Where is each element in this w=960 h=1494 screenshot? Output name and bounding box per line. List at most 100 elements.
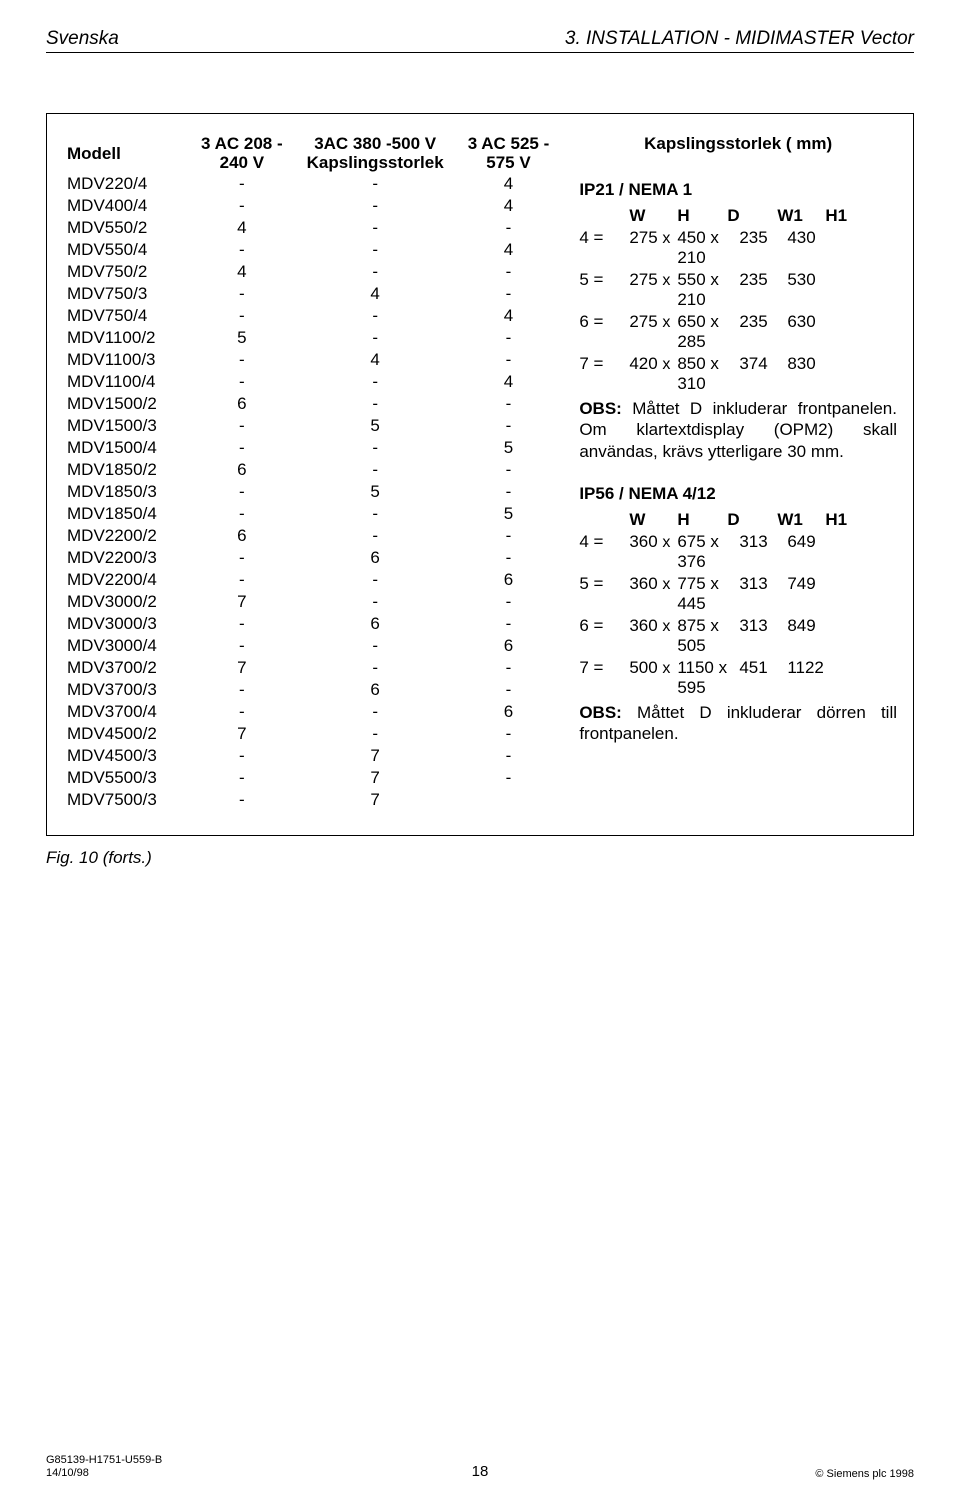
dim-row: 7 =500 x1150 x 5954511122 [579, 658, 897, 698]
cell-c: 4 [448, 195, 570, 217]
cell-a: - [181, 173, 303, 195]
cell-b: - [303, 305, 448, 327]
header-left: Svenska [46, 28, 119, 50]
cell-b: - [303, 217, 448, 239]
cell-c: 6 [448, 635, 570, 657]
cell-model: MDV3700/2 [63, 657, 181, 679]
cell-a: - [181, 195, 303, 217]
cell-c: - [448, 723, 570, 745]
cell-c: 4 [448, 305, 570, 327]
table-row: MDV1850/4--5 [63, 503, 569, 525]
cell-b: - [303, 393, 448, 415]
table-row: MDV750/24-- [63, 261, 569, 283]
cell-b: - [303, 525, 448, 547]
cell-model: MDV4500/3 [63, 745, 181, 767]
cell-model: MDV1850/4 [63, 503, 181, 525]
cell-c: - [448, 349, 570, 371]
cell-a: 7 [181, 723, 303, 745]
footer-copyright: © Siemens plc 1998 [815, 1468, 914, 1480]
cell-a: - [181, 679, 303, 701]
cell-b: - [303, 459, 448, 481]
th-col2: 3 AC 208 - 240 V [181, 134, 303, 173]
model-table: Modell 3 AC 208 - 240 V 3AC 380 -500 V K… [63, 134, 569, 811]
cell-model: MDV1850/2 [63, 459, 181, 481]
table-row: MDV2200/3-6- [63, 547, 569, 569]
cell-a: - [181, 415, 303, 437]
cell-b: - [303, 701, 448, 723]
cell-model: MDV3000/4 [63, 635, 181, 657]
table-row: MDV1100/3-4- [63, 349, 569, 371]
cell-model: MDV550/4 [63, 239, 181, 261]
cell-b: - [303, 569, 448, 591]
table-row: MDV3700/3-6- [63, 679, 569, 701]
content-box: Modell 3 AC 208 - 240 V 3AC 380 -500 V K… [46, 113, 914, 836]
cell-b: - [303, 591, 448, 613]
table-row: MDV3000/27-- [63, 591, 569, 613]
table-row: MDV1850/3-5- [63, 481, 569, 503]
table-row: MDV1100/4--4 [63, 371, 569, 393]
ip56-obs: OBS: Måttet D inkluderar dörren till fro… [579, 702, 897, 745]
ip21-obs: OBS: Måttet D inkluderar frontpanelen. O… [579, 398, 897, 462]
cell-c: - [448, 525, 570, 547]
dim-row: 5 =360 x775 x 445313749 [579, 574, 897, 614]
cell-c: - [448, 547, 570, 569]
dim-row: 6 =275 x650 x 285235630 [579, 312, 897, 352]
footer-doc-id: G85139-H1751-U559-B [46, 1454, 162, 1467]
cell-a: - [181, 283, 303, 305]
cell-a: - [181, 569, 303, 591]
cell-model: MDV5500/3 [63, 767, 181, 789]
cell-b: 7 [303, 745, 448, 767]
cell-model: MDV3700/4 [63, 701, 181, 723]
cell-b: 7 [303, 789, 448, 811]
th-col3: 3AC 380 -500 V Kapslingsstorlek [303, 134, 448, 173]
cell-model: MDV2200/3 [63, 547, 181, 569]
footer-date: 14/10/98 [46, 1467, 162, 1480]
dimensions-panel: Kapslingsstorlek ( mm) IP21 / NEMA 1 W H… [569, 134, 897, 744]
cell-model: MDV7500/3 [63, 789, 181, 811]
dimensions-title: Kapslingsstorlek ( mm) [579, 134, 897, 154]
cell-model: MDV750/4 [63, 305, 181, 327]
header-right: 3. INSTALLATION - MIDIMASTER Vector [565, 28, 914, 50]
cell-model: MDV2200/4 [63, 569, 181, 591]
cell-a: - [181, 239, 303, 261]
cell-model: MDV1100/3 [63, 349, 181, 371]
cell-c: - [448, 745, 570, 767]
dim-row: 7 =420 x850 x 310374830 [579, 354, 897, 394]
cell-b: - [303, 635, 448, 657]
table-row: MDV4500/3-7- [63, 745, 569, 767]
cell-c: 6 [448, 569, 570, 591]
cell-c: - [448, 217, 570, 239]
cell-model: MDV2200/2 [63, 525, 181, 547]
cell-model: MDV3000/3 [63, 613, 181, 635]
cell-b: 6 [303, 679, 448, 701]
table-row: MDV7500/3-7 [63, 789, 569, 811]
cell-c: 5 [448, 503, 570, 525]
cell-a: - [181, 503, 303, 525]
table-row: MDV750/4--4 [63, 305, 569, 327]
cell-b: - [303, 327, 448, 349]
cell-model: MDV4500/2 [63, 723, 181, 745]
cell-a: - [181, 613, 303, 635]
cell-a: - [181, 437, 303, 459]
cell-a: - [181, 767, 303, 789]
cell-a: 7 [181, 591, 303, 613]
cell-model: MDV3000/2 [63, 591, 181, 613]
cell-c: - [448, 283, 570, 305]
cell-model: MDV3700/3 [63, 679, 181, 701]
th-model: Modell [63, 134, 181, 173]
dim-row: 5 =275 x550 x 210235530 [579, 270, 897, 310]
cell-c: - [448, 393, 570, 415]
cell-b: - [303, 173, 448, 195]
cell-c: - [448, 327, 570, 349]
cell-b: 6 [303, 613, 448, 635]
cell-a: - [181, 481, 303, 503]
cell-c: 4 [448, 239, 570, 261]
cell-b: - [303, 437, 448, 459]
cell-b: 5 [303, 415, 448, 437]
cell-a: 6 [181, 525, 303, 547]
cell-model: MDV750/2 [63, 261, 181, 283]
cell-a: - [181, 745, 303, 767]
cell-a: - [181, 349, 303, 371]
cell-b: 4 [303, 349, 448, 371]
cell-model: MDV1500/2 [63, 393, 181, 415]
